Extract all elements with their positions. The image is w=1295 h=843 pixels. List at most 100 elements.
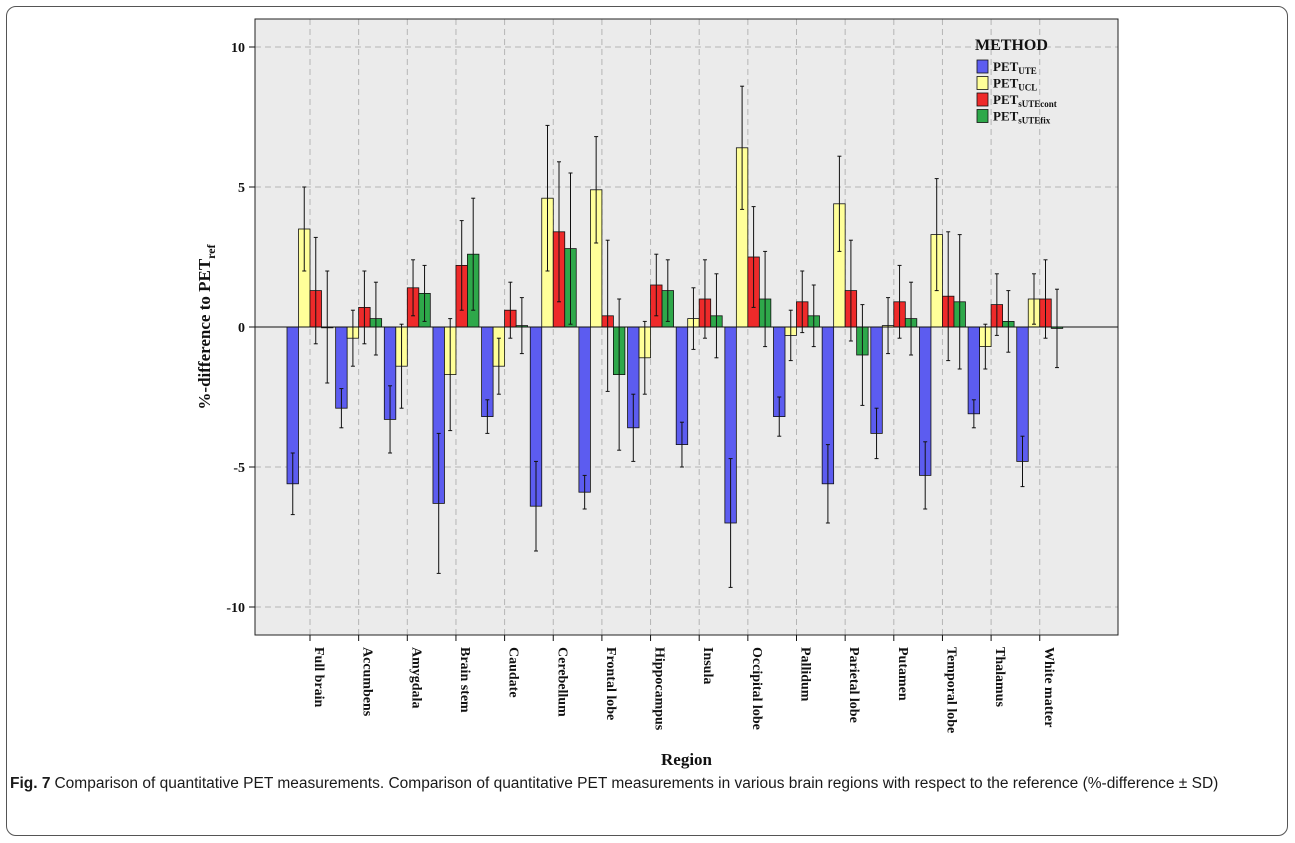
- x-tick-label: White matter: [1041, 647, 1056, 727]
- legend-label: PETsUTEfix: [993, 109, 1051, 126]
- x-tick-label: Full brain: [311, 647, 326, 708]
- error-bar: [594, 136, 599, 244]
- error-bar: [728, 458, 733, 588]
- error-bar: [971, 399, 976, 429]
- y-axis-title-main: %-difference to PET: [195, 258, 214, 409]
- error-bar: [339, 388, 344, 429]
- error-bar: [485, 399, 490, 434]
- x-tick-label: Temporal lobe: [943, 647, 958, 733]
- error-bar: [957, 234, 962, 370]
- error-bar: [1006, 290, 1011, 353]
- legend-swatch: [976, 109, 989, 123]
- error-bar: [534, 460, 538, 552]
- x-tick-label: Insula: [700, 647, 715, 684]
- error-bar: [568, 172, 573, 325]
- x-tick-label: Caudate: [506, 647, 521, 698]
- error-bar: [909, 281, 914, 356]
- error-bar: [1043, 259, 1048, 339]
- error-bar: [702, 259, 707, 339]
- x-axis-title: Region: [661, 750, 713, 769]
- error-bar: [362, 270, 367, 345]
- x-tick-label: Parietal lobe: [846, 647, 861, 723]
- y-tick-label: 10: [231, 41, 245, 56]
- x-tick-label: Hippocampus: [652, 647, 667, 731]
- error-bar: [800, 270, 805, 334]
- legend-item: PETUTE: [976, 59, 1037, 76]
- error-bars: [290, 85, 1059, 588]
- y-axis-title-subscript: ref: [204, 243, 218, 258]
- x-tick-label: Amygdala: [408, 647, 423, 708]
- error-bar: [837, 155, 842, 252]
- error-bar: [496, 337, 501, 395]
- error-bar: [448, 318, 453, 432]
- y-tick-label: 5: [238, 181, 245, 196]
- bar-chart: -10 -5 0 5 10 Full brain Accumbens Amygdala Bra…: [195, 18, 1119, 769]
- y-axis-ticks: -10 -5 0 5 10: [226, 41, 255, 616]
- error-bar: [946, 231, 951, 362]
- error-bar: [399, 323, 404, 409]
- error-bar: [1020, 435, 1025, 488]
- x-tick-label: Thalamus: [992, 647, 1007, 707]
- error-bar: [313, 236, 318, 345]
- y-tick-label: -10: [226, 601, 245, 616]
- error-bar: [459, 220, 464, 311]
- error-bar: [388, 385, 393, 454]
- error-bar: [691, 287, 696, 350]
- legend-item: PETsUTEcont: [976, 92, 1057, 109]
- error-bar: [934, 178, 939, 292]
- error-bar: [983, 323, 988, 370]
- error-bar: [411, 259, 416, 317]
- error-bar: [1032, 273, 1036, 325]
- error-bar: [290, 452, 295, 516]
- legend-swatch: [976, 92, 989, 107]
- error-bar: [788, 309, 793, 362]
- error-bar: [436, 432, 441, 574]
- error-bar: [740, 85, 745, 210]
- error-bar: [582, 474, 587, 510]
- y-tick-label: -5: [233, 461, 245, 476]
- error-bar: [642, 320, 647, 395]
- legend-label: PETUCL: [993, 76, 1037, 93]
- error-bar: [897, 264, 902, 339]
- error-bar: [665, 259, 670, 322]
- legend-item: PETsUTEfix: [976, 109, 1051, 126]
- error-bar: [777, 396, 782, 437]
- legend-title: METHOD: [975, 37, 1048, 54]
- legend-item: PETUCL: [976, 76, 1037, 93]
- error-bar: [923, 441, 928, 510]
- error-bar: [545, 124, 550, 272]
- error-bar: [422, 264, 427, 322]
- error-bar: [373, 281, 378, 356]
- error-bar: [1055, 288, 1059, 369]
- x-tick-label: Brain stem: [457, 647, 472, 713]
- y-tick-label: 0: [238, 321, 245, 336]
- legend-swatch: [976, 59, 989, 74]
- error-bar: [994, 273, 999, 336]
- error-bar: [519, 297, 524, 355]
- error-bar: [751, 206, 756, 308]
- error-bar: [350, 309, 355, 367]
- x-tick-label: Occipital lobe: [749, 647, 764, 730]
- error-bar: [874, 407, 879, 460]
- error-bar: [631, 393, 636, 462]
- error-bar: [617, 298, 622, 451]
- legend-label: PETsUTEcont: [993, 92, 1057, 109]
- x-tick-label: Putamen: [895, 647, 910, 701]
- error-bar: [605, 239, 610, 392]
- bar-1-frontal-lobe: [578, 326, 591, 493]
- error-bar: [714, 273, 719, 359]
- error-bar: [860, 304, 865, 406]
- y-axis-title: %-difference to PETref: [195, 243, 218, 409]
- grid-lines: [255, 19, 1118, 635]
- error-bar: [302, 186, 307, 272]
- legend-swatch: [976, 76, 989, 90]
- error-bar: [763, 250, 768, 348]
- error-bar: [811, 284, 816, 348]
- x-tick-label: Cerebellum: [554, 647, 569, 717]
- figure-label: Fig. 7: [10, 775, 51, 792]
- error-bar: [654, 253, 659, 317]
- error-bar: [679, 421, 684, 468]
- caption-text: Comparison of quantitative PET measureme…: [54, 775, 1219, 792]
- error-bar: [508, 281, 513, 339]
